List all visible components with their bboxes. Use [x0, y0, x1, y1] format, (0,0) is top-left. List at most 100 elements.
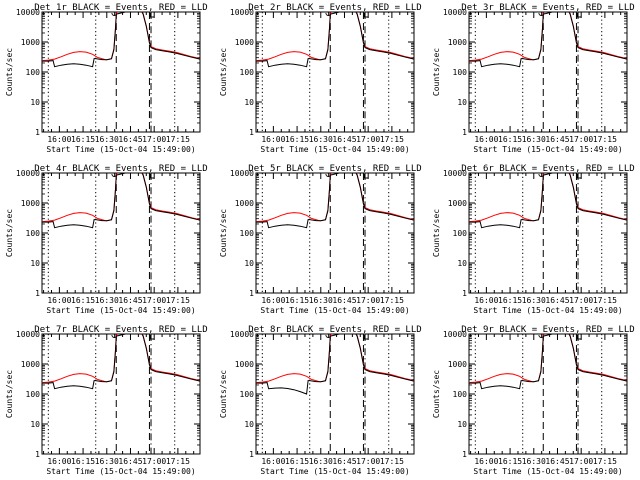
x-tick-label: 17:15 — [593, 457, 617, 466]
x-tick-label: 17:00 — [356, 457, 380, 466]
x-tick-label: 16:30 — [95, 135, 119, 144]
x-tick-label: 16:00 — [474, 296, 498, 305]
y-axis-label: Counts/sec — [219, 209, 228, 257]
y-tick-label: 100 — [240, 229, 255, 238]
y-tick-label: 1 — [249, 128, 254, 137]
y-tick-label: 10 — [30, 259, 40, 268]
y-tick-label: 10 — [30, 98, 40, 107]
marker-bracket — [149, 335, 155, 340]
marker-bracket — [149, 174, 155, 179]
detector-panel: Det 4r BLACK = Events, RED = LLD 1 10 100 10… — [5, 164, 208, 315]
x-axis-label: Start Time (15-Oct-04 15:49:00) — [260, 145, 409, 154]
y-tick-label: 100 — [453, 229, 468, 238]
x-tick-label: 17:15 — [380, 296, 404, 305]
x-tick-label: 16:00 — [261, 457, 285, 466]
marker-bracket — [363, 13, 369, 18]
detector-panel: Det 8r BLACK = Events, RED = LLD 1 10 100 10… — [219, 325, 422, 476]
x-tick-label: 16:45 — [332, 457, 356, 466]
detector-panel: Det 9r BLACK = Events, RED = LLD 1 10 100 10… — [432, 325, 635, 476]
events-series-line — [469, 12, 627, 68]
x-tick-label: 16:15 — [498, 135, 522, 144]
detector-panel: Det 3r BLACK = Events, RED = LLD 1 10 100 10… — [432, 3, 635, 154]
lld-series-line — [256, 12, 414, 62]
y-tick-label: 1000 — [235, 199, 254, 208]
y-tick-label: 1000 — [235, 38, 254, 47]
y-tick-label: 10 — [457, 98, 467, 107]
plot-frame — [255, 11, 415, 133]
x-tick-label: 16:45 — [332, 296, 356, 305]
plot-frame — [41, 11, 201, 133]
marker-bracket — [363, 174, 369, 179]
plot-frame — [255, 333, 415, 455]
x-tick-label: 16:00 — [261, 296, 285, 305]
plot-frame — [468, 11, 628, 133]
x-tick-label: 16:45 — [118, 457, 142, 466]
x-tick-label: 16:15 — [285, 135, 309, 144]
lld-series-line — [256, 173, 414, 223]
x-tick-label: 16:30 — [309, 296, 333, 305]
y-tick-label: 100 — [453, 390, 468, 399]
x-tick-label: 17:15 — [380, 457, 404, 466]
x-tick-label: 16:30 — [95, 457, 119, 466]
y-tick-label: 1 — [35, 289, 40, 298]
x-tick-label: 17:15 — [166, 296, 190, 305]
x-tick-label: 17:00 — [569, 457, 593, 466]
y-tick-label: 1 — [35, 128, 40, 137]
x-tick-label: 16:15 — [285, 296, 309, 305]
y-tick-label: 10 — [244, 259, 254, 268]
plot-frame — [41, 333, 201, 455]
plot-frame — [255, 172, 415, 294]
x-axis-label: Start Time (15-Oct-04 15:49:00) — [260, 467, 409, 476]
y-tick-label: 1 — [35, 450, 40, 459]
lld-series-line — [42, 334, 200, 384]
x-tick-label: 16:00 — [47, 135, 71, 144]
x-axis-label: Start Time (15-Oct-04 15:49:00) — [46, 467, 195, 476]
events-series-line — [469, 173, 627, 229]
plot-frame — [468, 333, 628, 455]
y-tick-label: 10000 — [230, 169, 254, 178]
y-tick-label: 100 — [453, 68, 468, 77]
marker-bracket — [576, 335, 582, 340]
panel-title: Det 7r BLACK = Events, RED = LLD — [34, 325, 207, 335]
x-axis-label: Start Time (15-Oct-04 15:49:00) — [46, 306, 195, 315]
events-series-line — [256, 334, 414, 395]
lld-series-line — [469, 12, 627, 62]
marker-bracket — [576, 13, 582, 18]
x-tick-label: 16:45 — [332, 135, 356, 144]
lld-series-line — [469, 334, 627, 384]
x-axis-label: Start Time (15-Oct-04 15:49:00) — [473, 306, 622, 315]
y-tick-label: 10000 — [230, 330, 254, 339]
x-tick-label: 17:00 — [142, 296, 166, 305]
x-tick-label: 17:00 — [569, 296, 593, 305]
y-tick-label: 100 — [240, 68, 255, 77]
lld-series-line — [42, 12, 200, 62]
y-tick-label: 10000 — [230, 8, 254, 17]
events-series-line — [256, 173, 414, 229]
plot-frame — [41, 172, 201, 294]
events-series-line — [469, 334, 627, 390]
plot-frame — [468, 172, 628, 294]
y-tick-label: 1000 — [235, 360, 254, 369]
x-tick-label: 17:15 — [593, 135, 617, 144]
detector-panel: Det 7r BLACK = Events, RED = LLD 1 10 100 10… — [5, 325, 208, 476]
x-tick-label: 16:00 — [47, 296, 71, 305]
lld-series-line — [256, 334, 414, 384]
x-tick-label: 16:45 — [118, 135, 142, 144]
y-axis-label: Counts/sec — [5, 209, 14, 257]
y-tick-label: 1000 — [21, 199, 40, 208]
x-tick-label: 17:00 — [356, 296, 380, 305]
events-series-line — [42, 173, 200, 229]
y-tick-label: 10 — [457, 259, 467, 268]
x-tick-label: 16:00 — [474, 135, 498, 144]
x-tick-label: 16:15 — [498, 296, 522, 305]
x-tick-label: 16:15 — [71, 457, 95, 466]
x-tick-label: 16:15 — [71, 296, 95, 305]
y-tick-label: 1000 — [21, 38, 40, 47]
y-tick-label: 1000 — [448, 38, 467, 47]
y-axis-label: Counts/sec — [432, 209, 441, 257]
y-axis-label: Counts/sec — [219, 48, 228, 96]
lld-series-line — [469, 173, 627, 223]
x-tick-label: 17:00 — [569, 135, 593, 144]
x-tick-label: 16:45 — [545, 457, 569, 466]
x-axis-label: Start Time (15-Oct-04 15:49:00) — [260, 306, 409, 315]
